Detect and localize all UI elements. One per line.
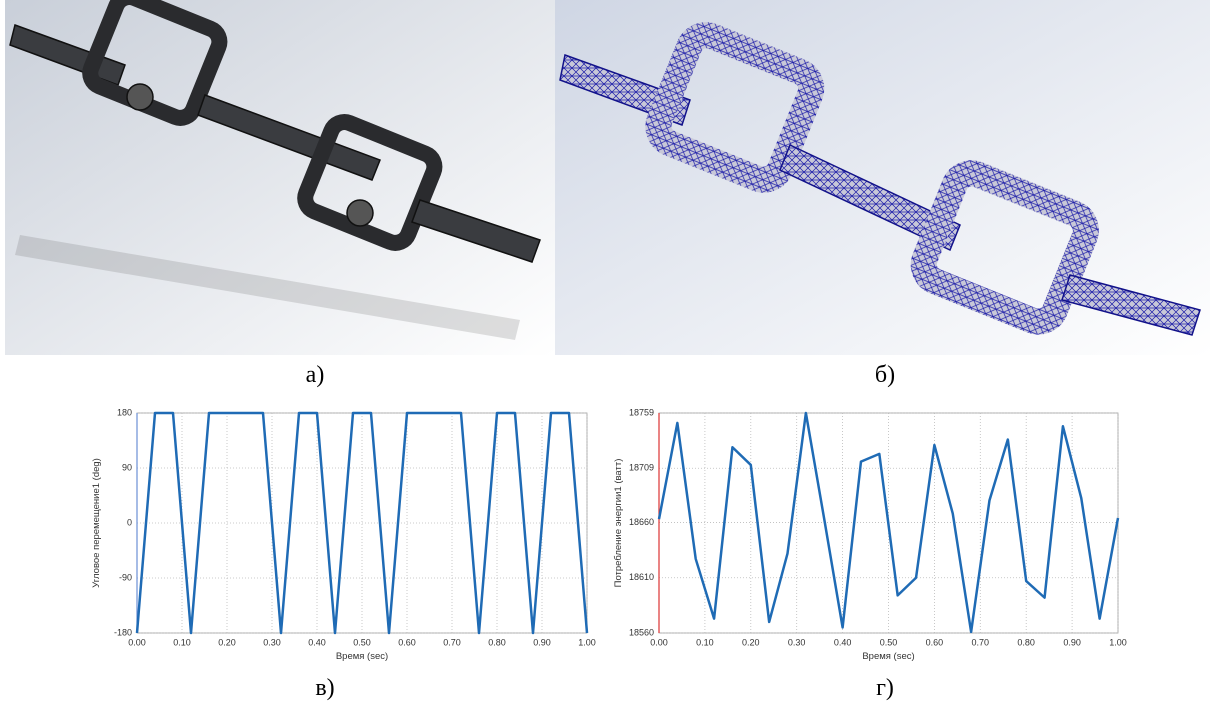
y-tick-label: 18660 [629, 517, 654, 527]
x-tick-label: 0.50 [353, 637, 371, 647]
x-tick-label: 0.40 [834, 637, 852, 647]
x-tick-label: 0.70 [443, 637, 461, 647]
x-tick-label: 0.20 [218, 637, 236, 647]
y-tick-label: -180 [114, 627, 132, 637]
y-tick-label: 18560 [629, 627, 654, 637]
y-axis-label: Потребление энергии1 (ватт) [613, 459, 624, 588]
y-tick-label: 18709 [629, 463, 654, 473]
figure-page: а) б) в) г) 0.00 0.10 0.20 0.30 0.40 0.50 0.60… [0, 0, 1210, 707]
y-tick-label: 0 [127, 517, 132, 527]
x-tick-label: 1.00 [578, 637, 596, 647]
caption: г) [876, 675, 894, 701]
caption: в) [315, 675, 334, 701]
x-tick-label: 0.30 [263, 637, 281, 647]
mesh-image [555, 0, 1210, 355]
y-tick-label: -90 [119, 572, 132, 582]
render-image [5, 0, 555, 355]
caption: б) [875, 362, 895, 388]
x-tick-label: 0.60 [926, 637, 944, 647]
x-tick-label: 0.50 [880, 637, 898, 647]
x-tick-label: 0.90 [1063, 637, 1081, 647]
y-tick-label: 18759 [629, 407, 654, 417]
x-tick-label: 0.00 [650, 637, 668, 647]
x-tick-label: 1.00 [1109, 637, 1127, 647]
x-tick-label: 0.60 [398, 637, 416, 647]
y-axis-label: Угловое перемещение1 (deg) [91, 458, 102, 588]
y-tick-label: 180 [117, 407, 132, 417]
x-tick-label: 0.80 [488, 637, 506, 647]
caption: а) [306, 362, 325, 388]
x-tick-label: 0.80 [1017, 637, 1035, 647]
y-tick-label: 18610 [629, 572, 654, 582]
x-tick-label: 0.10 [696, 637, 714, 647]
x-tick-label: 0.00 [128, 637, 146, 647]
x-tick-label: 0.70 [972, 637, 990, 647]
x-tick-label: 0.10 [173, 637, 191, 647]
x-axis-label: Время (sec) [336, 651, 388, 662]
x-axis-label: Время (sec) [862, 651, 914, 662]
x-tick-label: 0.40 [308, 637, 326, 647]
x-tick-label: 0.20 [742, 637, 760, 647]
y-tick-label: 90 [122, 462, 132, 472]
x-tick-label: 0.90 [533, 637, 551, 647]
x-tick-label: 0.30 [788, 637, 806, 647]
